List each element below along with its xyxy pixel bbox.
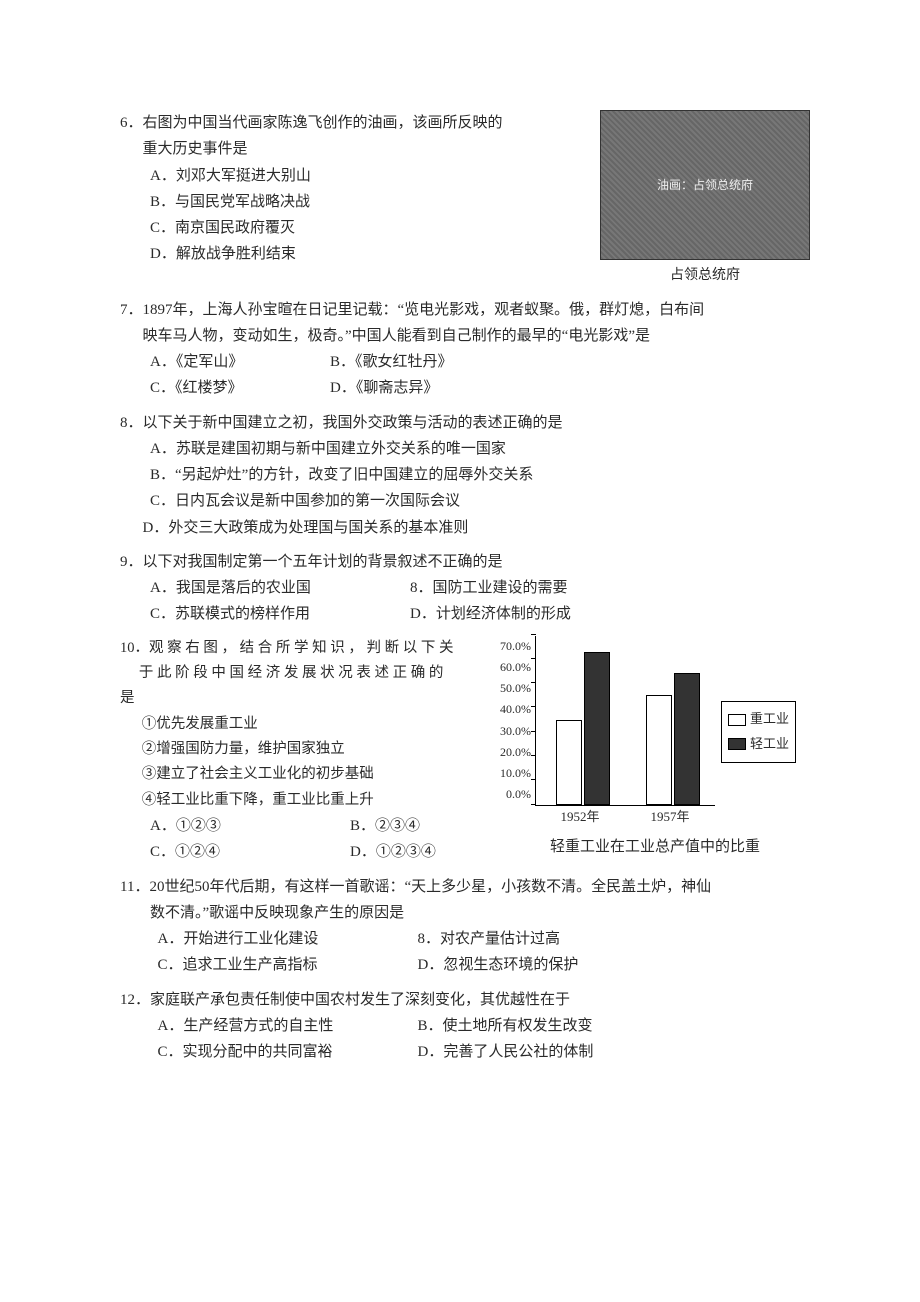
question-6: 油画：占领总统府 占领总统府 6．右图为中国当代画家陈逸飞创作的油画，该画所反映… — [120, 110, 810, 289]
q7-stem-l2: 映车马人物，变动如生，极奇。”中国人能看到自己制作的最早的“电光影戏”是 — [120, 328, 650, 344]
q9-opt-c: C．苏联模式的榜样作用 — [150, 601, 380, 627]
q10-opt-d: D．①②③④ — [350, 839, 521, 865]
q9-stem: 9．以下对我国制定第一个五年计划的背景叙述不正确的是 — [120, 549, 810, 575]
question-11: 11．20世纪50年代后期，有这样一首歌谣：“天上多少星，小孩数不清。全民盖土炉… — [120, 874, 810, 979]
q10-chart: 70.0% 60.0% 50.0% 40.0% 30.0% 20.0% 10.0… — [500, 636, 810, 861]
ytick-30: 30.0% — [500, 721, 531, 742]
q9-opt-b: 8．国防工业建设的需要 — [410, 575, 568, 601]
q11-opt-d: D．忽视生态环境的保护 — [418, 952, 579, 978]
swatch-heavy-icon — [728, 714, 746, 726]
q6-stem-l1: 右图为中国当代画家陈逸飞创作的油画，该画所反映的 — [143, 115, 503, 131]
chart-xlabels: 1952年 1957年 — [535, 806, 715, 829]
q10-opt-c: C．①②④ — [150, 839, 350, 865]
q10-num: 10． — [120, 640, 149, 656]
q11-num: 11． — [120, 879, 149, 895]
q7-opt-d: D．《聊斋志异》 — [330, 375, 438, 401]
q9-opt-d: D．计划经济体制的形成 — [410, 601, 571, 627]
q9-stem-text: 以下对我国制定第一个五年计划的背景叙述不正确的是 — [143, 554, 503, 570]
q12-opt-a: A．生产经营方式的自主性 — [158, 1013, 388, 1039]
question-12: 12．家庭联产承包责任制使中国农村发生了深刻变化，其优越性在于 A．生产经营方式… — [120, 987, 810, 1066]
q11-options: A．开始进行工业化建设 8．对农产量估计过高 C．追求工业生产高指标 D．忽视生… — [120, 926, 810, 979]
chart-yaxis: 70.0% 60.0% 50.0% 40.0% 30.0% 20.0% 10.0… — [500, 636, 535, 806]
q8-num: 8． — [120, 415, 143, 431]
q9-num: 9． — [120, 554, 143, 570]
q9-opt-a: A．我国是落后的农业国 — [150, 575, 380, 601]
question-8: 8．以下关于新中国建立之初，我国外交政策与活动的表述正确的是 A．苏联是建国初期… — [120, 410, 810, 541]
q7-opt-c: C．《红楼梦》 — [150, 375, 300, 401]
q11-opt-b: 8．对农产量估计过高 — [418, 926, 561, 952]
q7-opt-a: A．《定军山》 — [150, 349, 300, 375]
q8-stem: 8．以下关于新中国建立之初，我国外交政策与活动的表述正确的是 — [120, 410, 810, 436]
ytick-50: 50.0% — [500, 678, 531, 699]
q11-opt-a: A．开始进行工业化建设 — [158, 926, 388, 952]
q10-stem-l1: 观 察 右 图 ， 结 合 所 学 知 识 ， 判 断 以 下 关 — [149, 640, 454, 656]
ytick-40: 40.0% — [500, 699, 531, 720]
q9-options: A．我国是落后的农业国 8．国防工业建设的需要 C．苏联模式的榜样作用 D．计划… — [120, 575, 810, 628]
q11-stem: 11．20世纪50年代后期，有这样一首歌谣：“天上多少星，小孩数不清。全民盖土炉… — [120, 874, 810, 927]
q8-opt-a: A．苏联是建国初期与新中国建立外交关系的唯一国家 — [150, 436, 810, 462]
q8-options: A．苏联是建国初期与新中国建立外交关系的唯一国家 B．“另起炉灶”的方针，改变了… — [120, 436, 810, 541]
q6-caption: 占领总统府 — [600, 264, 810, 289]
q12-opt-c: C．实现分配中的共同富裕 — [158, 1039, 388, 1065]
legend-heavy-label: 重工业 — [750, 708, 789, 731]
q8-opt-c: C．日内瓦会议是新中国参加的第一次国际会议 — [150, 488, 810, 514]
ytick-70: 70.0% — [500, 636, 531, 657]
q7-stem-l1: 1897年，上海人孙宝暄在日记里记载：“览电光影戏，观者蚁聚。俄，群灯熄，白布间 — [143, 302, 705, 318]
question-9: 9．以下对我国制定第一个五年计划的背景叙述不正确的是 A．我国是落后的农业国 8… — [120, 549, 810, 628]
chart-plot — [535, 636, 715, 806]
q12-num: 12． — [120, 992, 150, 1008]
q12-stem-text: 家庭联产承包责任制使中国农村发生了深刻变化，其优越性在于 — [150, 992, 570, 1008]
q6-painting-image: 油画：占领总统府 — [600, 110, 810, 260]
q6-stem-l2: 重大历史事件是 — [120, 141, 248, 157]
q12-opt-d: D．完善了人民公社的体制 — [418, 1039, 594, 1065]
legend-heavy: 重工业 — [728, 708, 789, 731]
q10-opt-b: B．②③④ — [350, 813, 521, 839]
xlabel-1957: 1957年 — [625, 806, 715, 829]
q6-figure: 油画：占领总统府 占领总统府 — [600, 110, 810, 289]
q6-num: 6． — [120, 115, 143, 131]
q7-num: 7． — [120, 302, 143, 318]
question-10: 70.0% 60.0% 50.0% 40.0% 30.0% 20.0% 10.0… — [120, 636, 810, 866]
ytick-10: 10.0% — [500, 763, 531, 784]
q11-stem-l1: 20世纪50年代后期，有这样一首歌谣：“天上多少星，小孩数不清。全民盖土炉，神仙 — [149, 879, 711, 895]
q7-opt-b: B．《歌女红牡丹》 — [330, 349, 453, 375]
q11-stem-l2: 数不清。”歌谣中反映现象产生的原因是 — [120, 905, 404, 921]
q7-options: A．《定军山》 B．《歌女红牡丹》 C．《红楼梦》 D．《聊斋志异》 — [120, 349, 810, 402]
q8-stem-text: 以下关于新中国建立之初，我国外交政策与活动的表述正确的是 — [143, 415, 563, 431]
q8-opt-d: D．外交三大政策成为处理国与国关系的基本准则 — [143, 515, 811, 541]
ytick-60: 60.0% — [500, 657, 531, 678]
xlabel-1952: 1952年 — [535, 806, 625, 829]
q12-stem: 12．家庭联产承包责任制使中国农村发生了深刻变化，其优越性在于 — [120, 987, 810, 1013]
legend-light-label: 轻工业 — [750, 733, 789, 756]
ytick-20: 20.0% — [500, 742, 531, 763]
legend-light: 轻工业 — [728, 733, 789, 756]
chart-legend: 重工业 轻工业 — [721, 701, 796, 763]
q8-opt-b: B．“另起炉灶”的方针，改变了旧中国建立的屈辱外交关系 — [150, 462, 810, 488]
q11-opt-c: C．追求工业生产高指标 — [158, 952, 388, 978]
chart-caption: 轻重工业在工业总产值中的比重 — [500, 834, 810, 860]
swatch-light-icon — [728, 738, 746, 750]
ytick-0: 0.0% — [500, 784, 531, 805]
q12-opt-b: B．使土地所有权发生改变 — [418, 1013, 593, 1039]
q10-stem-l2: 于 此 阶 段 中 国 经 济 发 展 状 况 表 述 正 确 的 — [120, 665, 443, 681]
q6-img-alt: 油画：占领总统府 — [657, 175, 753, 196]
q7-stem: 7．1897年，上海人孙宝暄在日记里记载：“览电光影戏，观者蚁聚。俄，群灯熄，白… — [120, 297, 810, 350]
q12-options: A．生产经营方式的自主性 B．使土地所有权发生改变 C．实现分配中的共同富裕 D… — [120, 1013, 810, 1066]
q10-opt-a: A．①②③ — [150, 813, 350, 839]
question-7: 7．1897年，上海人孙宝暄在日记里记载：“览电光影戏，观者蚁聚。俄，群灯熄，白… — [120, 297, 810, 402]
